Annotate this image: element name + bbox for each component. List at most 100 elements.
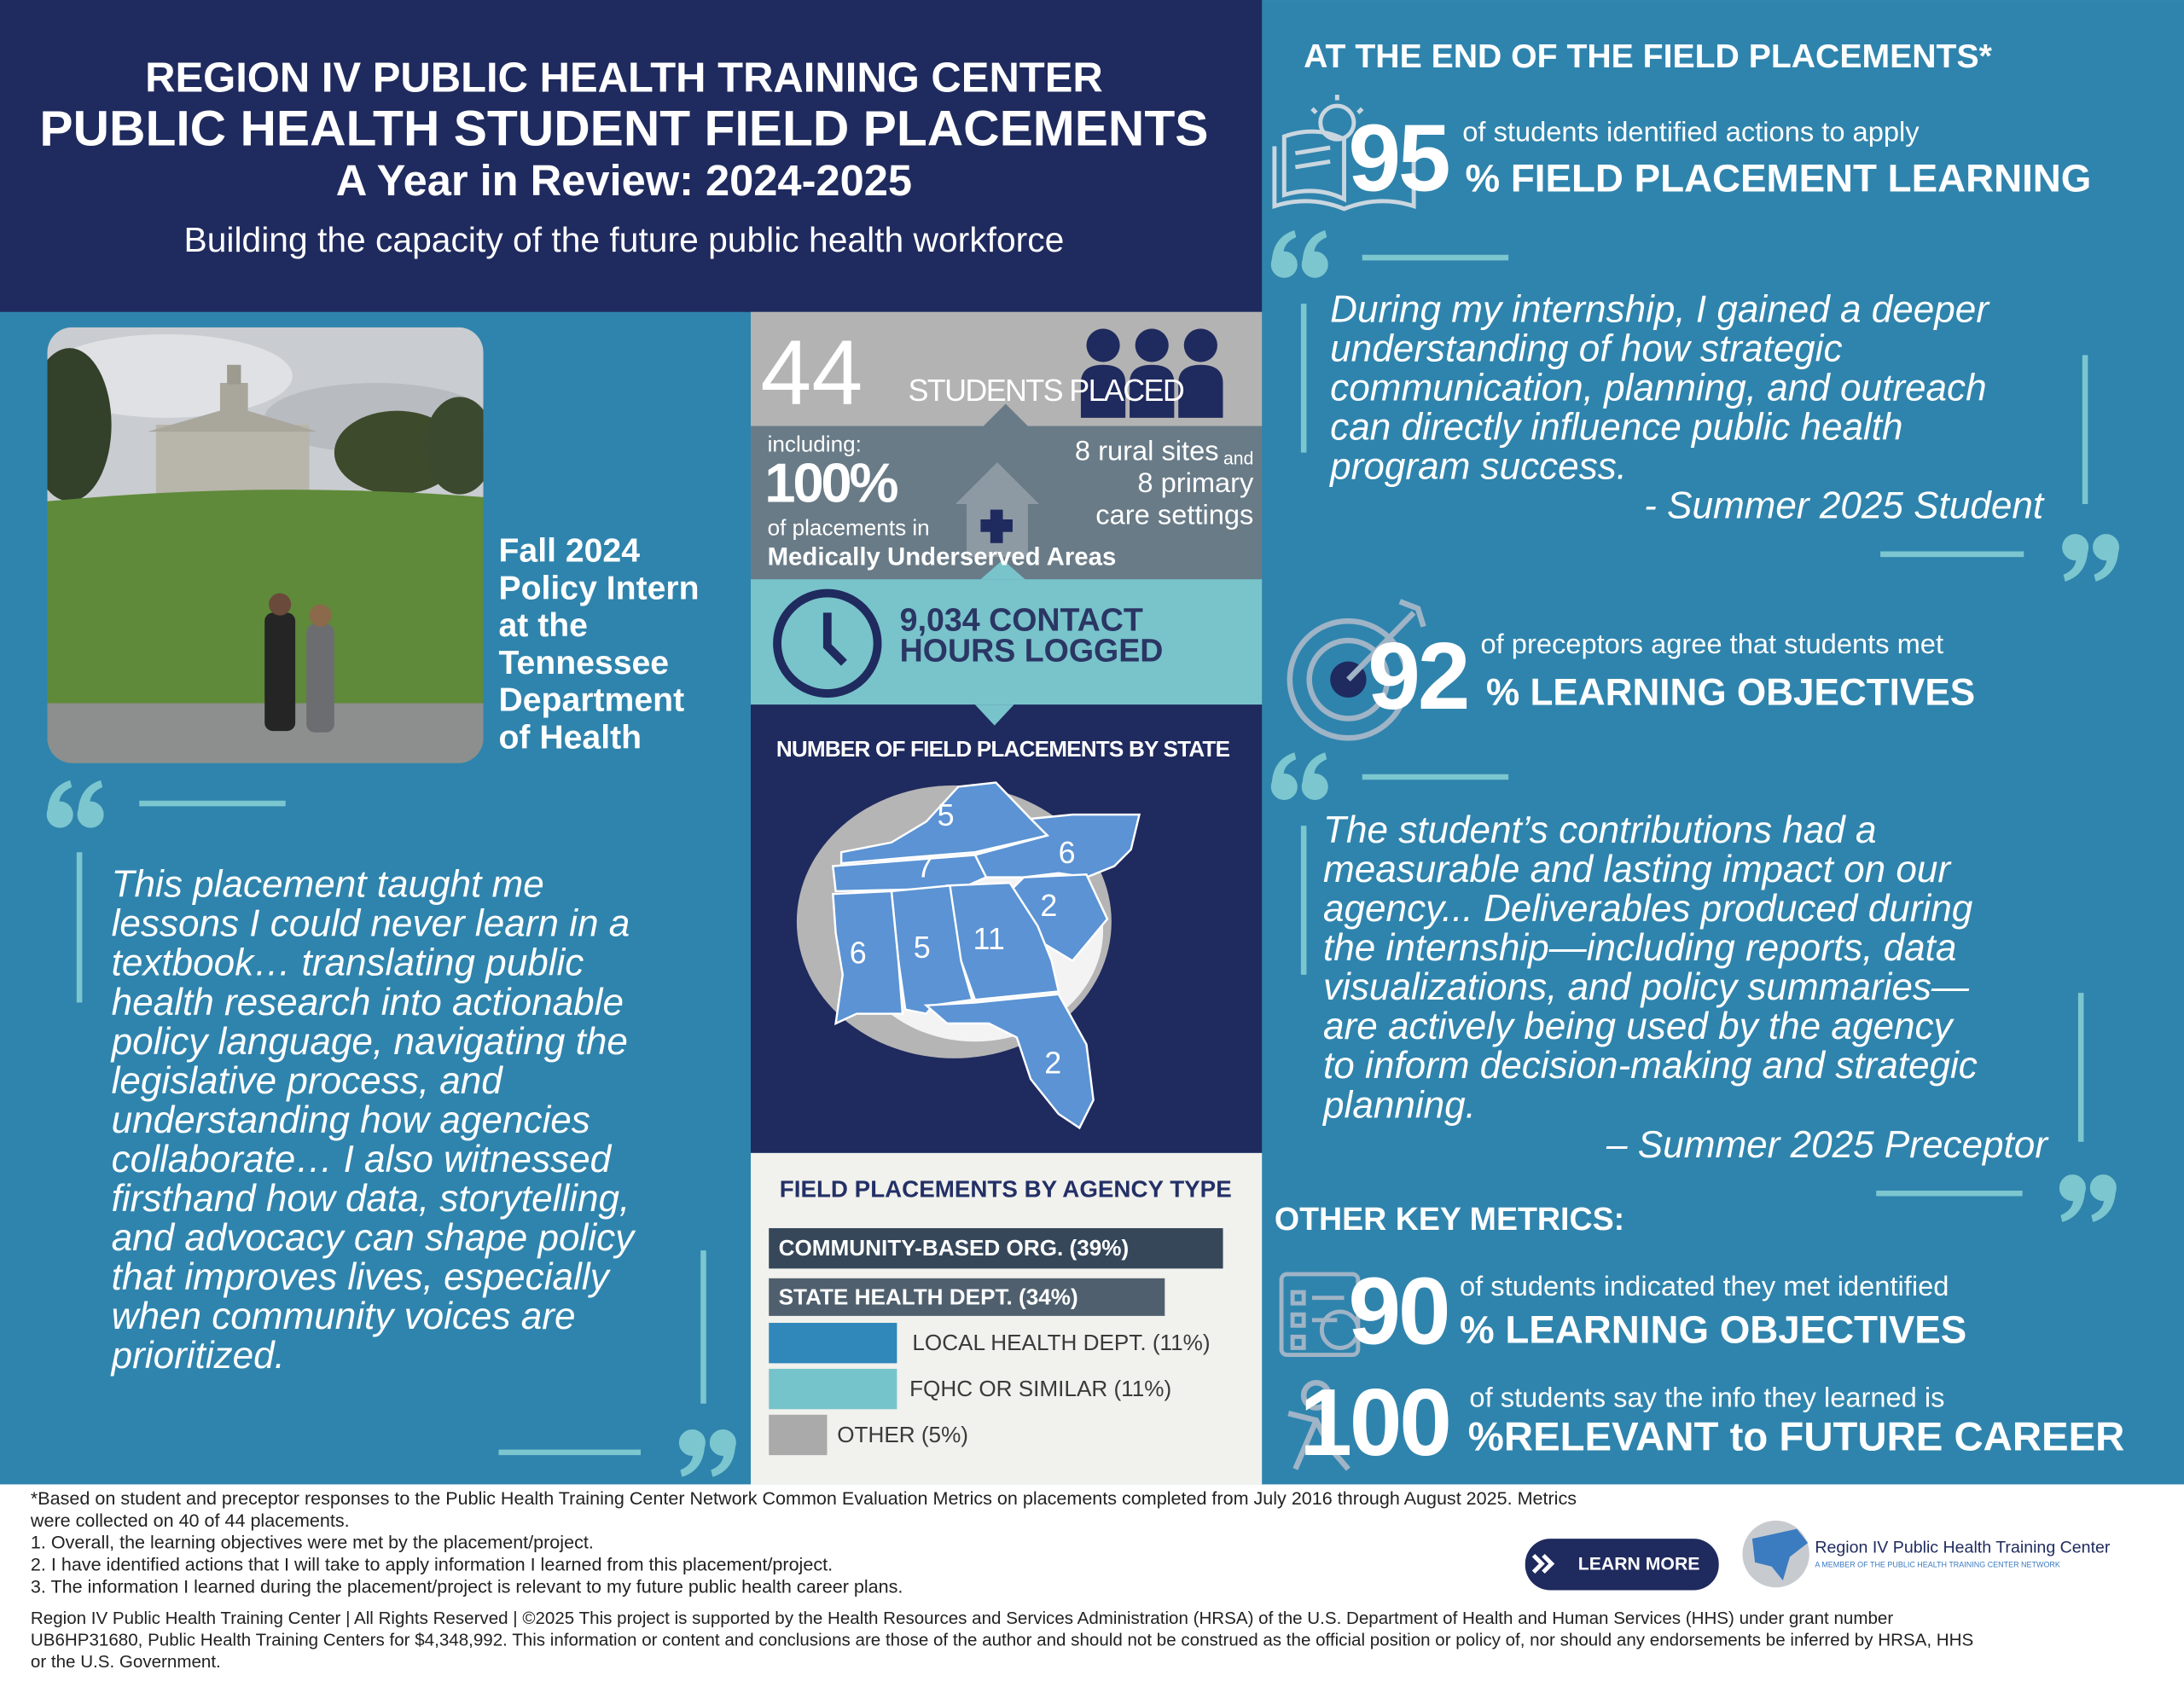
header-band: [0, 0, 1263, 312]
underserved-text: including:: [768, 431, 862, 456]
quote-line: the internship—including reports, data: [1323, 927, 1956, 969]
quote-line: when community voices are: [112, 1296, 576, 1337]
state-count: 2: [1044, 1045, 1061, 1080]
footnote: were collected on 40 of 44 placements.: [30, 1510, 350, 1531]
pointer: [983, 403, 1028, 426]
state-count: 5: [938, 797, 955, 832]
bar: [769, 1228, 1223, 1269]
metric-lead: of students indicated they met identifie…: [1460, 1270, 1949, 1301]
underserved-text: 8 primary: [1137, 467, 1254, 498]
quote-line: can directly influence public health: [1330, 406, 1902, 448]
person-icon: [1287, 1379, 1350, 1471]
state-count: 6: [850, 936, 867, 971]
quote-line: that improves lives, especially: [112, 1256, 612, 1298]
pointer: [974, 704, 1014, 726]
quote-line: lessons I could never learn in a: [112, 903, 630, 945]
logo-mark: [1742, 1520, 1809, 1588]
quote-line: prioritized.: [110, 1335, 285, 1377]
metric-number: 92: [1368, 623, 1467, 729]
logo-tagline: A MEMBER OF THE PUBLIC HEALTH TRAINING C…: [1815, 1560, 2060, 1568]
hours-text: HOURS LOGGED: [900, 633, 1164, 669]
bar: [769, 1278, 1165, 1316]
quote-author: – Summer 2025 Preceptor: [1606, 1124, 2049, 1166]
section-heading: AT THE END OF THE FIELD PLACEMENTS*: [1304, 38, 1992, 75]
metric-label: %RELEVANT to FUTURE CAREER: [1468, 1415, 2125, 1460]
quote-line: health research into actionable: [112, 982, 624, 1023]
learn-more-button[interactable]: [1525, 1539, 1719, 1591]
map-title: NUMBER OF FIELD PLACEMENTS BY STATE: [776, 736, 1230, 762]
book-icon: [1272, 95, 1416, 212]
metric-lead: of students identified actions to apply: [1462, 115, 1920, 147]
quote-line: program success.: [1328, 446, 1627, 488]
button-bg[interactable]: [1525, 1539, 1719, 1591]
students-label: STUDENTS PLACED: [908, 373, 1183, 408]
metric-number: 90: [1348, 1257, 1448, 1364]
footnote: 2. I have identified actions that I will…: [31, 1553, 833, 1574]
bar: [769, 1323, 897, 1364]
quote-author: - Summer 2025 Student: [1644, 485, 2045, 527]
quote-line: measurable and lasting impact on our: [1323, 849, 1952, 890]
quote-line: understanding of how strategic: [1330, 328, 1842, 369]
quote-line: communication, planning, and outreach: [1330, 367, 1986, 409]
target-icon: [1287, 599, 1426, 741]
header-title: A Year in Review: 2024-2025: [336, 156, 912, 205]
photo-caption: Department: [498, 682, 684, 719]
quote-decor: [46, 230, 2120, 1477]
quote-line: to inform decision-making and strategic: [1323, 1045, 1978, 1087]
house-icon: [956, 462, 1039, 558]
state-count: 11: [973, 921, 1005, 956]
quote-line: understanding how agencies: [112, 1099, 590, 1141]
bar-label: OTHER (5%): [837, 1422, 968, 1447]
copyright: UB6HP31680, Public Health Training Cente…: [31, 1631, 1973, 1650]
bar-label: STATE HEALTH DEPT. (34%): [779, 1284, 1078, 1309]
state-count: 5: [914, 930, 931, 965]
logo-name: Region IV Public Health Training Center: [1815, 1539, 2111, 1557]
metric-label: % FIELD PLACEMENT LEARNING: [1466, 156, 2092, 200]
copyright: Region IV Public Health Training Center …: [31, 1609, 1893, 1628]
underserved-text: Medically Underserved Areas: [768, 542, 1117, 571]
state-count: 6: [1059, 835, 1076, 870]
photo-caption: at the: [498, 607, 587, 644]
metric-lead: of preceptors agree that students met: [1481, 628, 1944, 659]
footnote: 1. Overall, the learning objectives were…: [31, 1532, 594, 1553]
chart-title: FIELD PLACEMENTS BY AGENCY TYPE: [780, 1175, 1232, 1202]
button-label[interactable]: LEARN MORE: [1578, 1555, 1700, 1574]
quote-line: and advocacy can shape policy: [112, 1217, 637, 1259]
students-count: 44: [760, 321, 863, 424]
quote-line: agency... Deliverables produced during: [1323, 888, 1973, 930]
underserved-text: 8 rural sites: [1075, 434, 1219, 466]
quote-line: firsthand how data, storytelling,: [112, 1178, 630, 1220]
copyright: or the U.S. Government.: [31, 1652, 221, 1672]
footnote: *Based on student and preceptor response…: [31, 1487, 1577, 1509]
quote-line: During my internship, I gained a deeper: [1330, 288, 1990, 330]
quote-line: textbook… translating public: [112, 942, 584, 984]
header-title: PUBLIC HEALTH STUDENT FIELD PLACEMENTS: [39, 101, 1208, 157]
quote-line: policy language, navigating the: [110, 1021, 628, 1063]
quote-line: The student’s contributions had a: [1323, 809, 1877, 851]
footnote: 3. The information I learned during the …: [31, 1575, 903, 1597]
photo: [47, 327, 484, 763]
metric-number: 100: [1299, 1369, 1449, 1475]
clock-icon: [773, 588, 882, 698]
quote-line: visualizations, and policy summaries—: [1323, 966, 1970, 1008]
bar: [769, 1414, 828, 1456]
state-count: 7: [916, 849, 933, 884]
photo-caption: Policy Intern: [498, 570, 699, 606]
hours-text: 9,034 CONTACT: [900, 602, 1143, 638]
photo-caption: of Health: [498, 719, 642, 756]
header-title: REGION IV PUBLIC HEALTH TRAINING CENTER: [145, 55, 1103, 101]
bar-label: FQHC OR SIMILAR (11%): [909, 1376, 1171, 1401]
state-map: [796, 781, 1141, 1130]
header-subtitle: Building the capacity of the future publ…: [183, 220, 1064, 259]
bar-label: COMMUNITY-BASED ORG. (39%): [779, 1235, 1130, 1261]
photo-caption: Fall 2024: [498, 533, 640, 570]
quote-line: are actively being used by the agency: [1323, 1006, 1955, 1047]
underserved-text: and: [1223, 449, 1253, 468]
quote-line: planning.: [1321, 1084, 1476, 1126]
bar: [769, 1368, 897, 1410]
metric-lead: of students say the info they learned is: [1469, 1381, 1944, 1412]
people-icon: [1080, 328, 1223, 418]
section-heading: OTHER KEY METRICS:: [1275, 1201, 1624, 1237]
